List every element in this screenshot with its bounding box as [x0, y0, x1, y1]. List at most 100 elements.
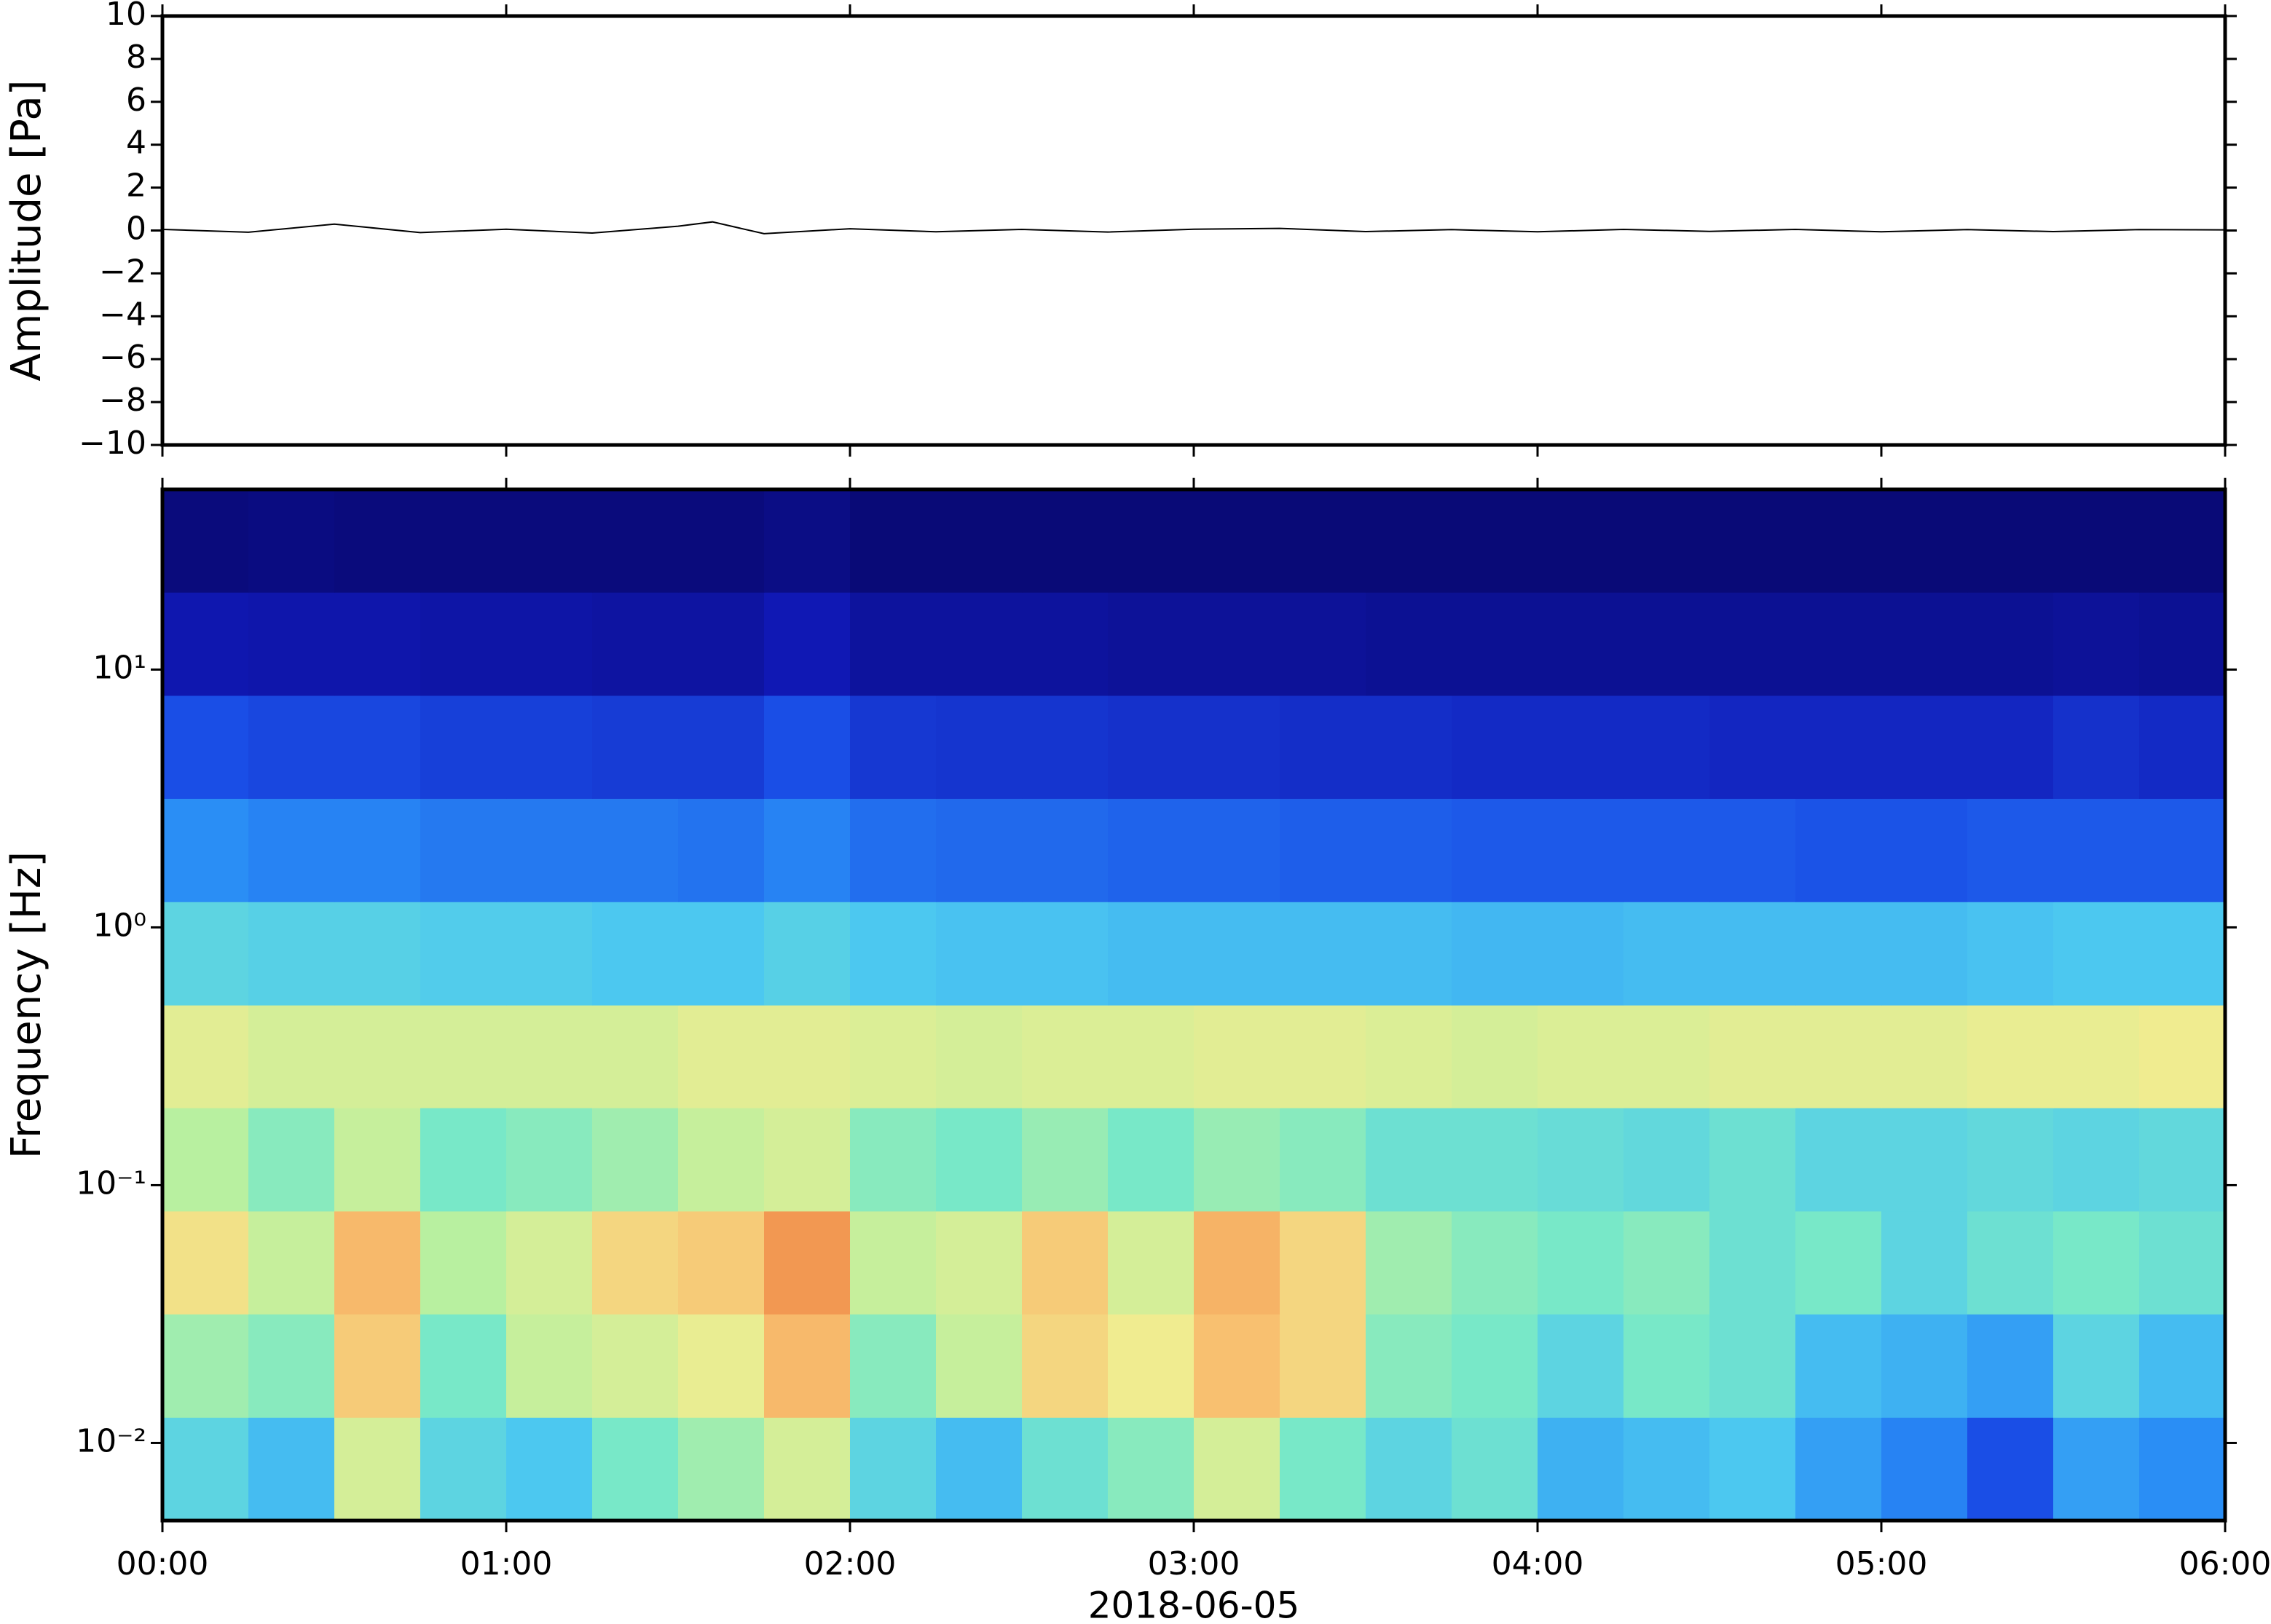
spectrogram-cell	[1366, 1417, 1452, 1521]
spectrogram-cell	[506, 902, 593, 1006]
spectrogram-cell	[2139, 1108, 2226, 1212]
spectrogram-cell	[162, 902, 249, 1006]
spectrogram-cell	[1881, 902, 1968, 1006]
spectrogram-cell	[506, 1108, 593, 1212]
spectrogram-cell	[1108, 695, 1194, 799]
spectrogram-cell	[850, 592, 937, 696]
y-tick-label: 10	[106, 0, 146, 33]
spectrogram-cell	[1452, 1005, 1538, 1108]
spectrogram-cell	[1623, 1005, 1710, 1108]
spectrogram-cell	[678, 489, 765, 593]
spectrogram-cell	[1108, 1314, 1194, 1418]
y-tick-label: 10¹	[93, 649, 146, 686]
spectrogram-cell	[162, 1005, 249, 1108]
spectrogram-cell	[678, 1005, 765, 1108]
spectrogram-cell	[1795, 592, 1882, 696]
spectrogram-cell	[2053, 489, 2140, 593]
spectrogram-cell	[1709, 1314, 1796, 1418]
spectrogram-cell	[936, 798, 1023, 902]
spectrogram-cell	[1194, 1417, 1280, 1521]
spectrogram-cell	[334, 798, 421, 902]
spectrogram-cell	[678, 592, 765, 696]
spectrogram-cell	[1881, 592, 1968, 696]
spectrogram-cell	[1967, 489, 2054, 593]
spectrogram-cell	[1795, 798, 1882, 902]
x-tick-label: 05:00	[1835, 1545, 1928, 1582]
spectrogram-cell	[592, 1314, 679, 1418]
spectrogram-cell	[1452, 1417, 1538, 1521]
spectrogram-cell	[592, 592, 679, 696]
spectrogram-cell	[592, 1005, 679, 1108]
spectrogram-cell	[420, 1210, 507, 1314]
spectrogram-cell	[1280, 1314, 1366, 1418]
y-tick-label: −8	[99, 382, 146, 419]
spectrogram-cell	[764, 1314, 851, 1418]
y-tick-label: 4	[126, 125, 146, 162]
spectrogram-cell	[1366, 798, 1452, 902]
spectrogram-cell	[2053, 1417, 2140, 1521]
spectrogram-cell	[764, 1005, 851, 1108]
spectrogram-cell	[1366, 1210, 1452, 1314]
spectrogram-cell	[248, 1005, 335, 1108]
spectrogram-cell	[334, 489, 421, 593]
spectrogram-cell	[1538, 1005, 1624, 1108]
spectrogram-cell	[1280, 695, 1366, 799]
spectrogram-cell	[1022, 1417, 1109, 1521]
x-axis-label: 2018-06-05	[1088, 1585, 1300, 1624]
spectrogram-cell	[1967, 695, 2054, 799]
spectrogram-cell	[1538, 798, 1624, 902]
spectrogram-cell	[1280, 592, 1366, 696]
spectrogram-cell	[936, 1108, 1023, 1212]
spectrogram-cell	[248, 1108, 335, 1212]
spectrogram-cell	[2139, 489, 2226, 593]
spectrogram-cell	[678, 695, 765, 799]
spectrogram-cell	[1194, 902, 1280, 1006]
spectrogram-cell	[248, 592, 335, 696]
x-tick-label: 04:00	[1492, 1545, 1584, 1582]
spectrogram-cell	[1022, 489, 1109, 593]
spectrogram-cell	[1108, 1108, 1194, 1212]
spectrogram-cell	[1108, 798, 1194, 902]
spectrogram-cell	[2053, 902, 2140, 1006]
spectrogram-cell	[334, 1417, 421, 1521]
spectrogram-cell	[764, 592, 851, 696]
spectrogram-cell	[1623, 902, 1710, 1006]
spectrogram-cell	[1623, 1210, 1710, 1314]
spectrogram-cell	[506, 695, 593, 799]
spectrogram-cell	[1194, 1108, 1280, 1212]
spectrogram-cell	[1709, 902, 1796, 1006]
spectrogram-cell	[1538, 695, 1624, 799]
x-tick-label: 02:00	[804, 1545, 897, 1582]
spectrogram-cell	[1709, 489, 1796, 593]
spectrogram-cell	[1022, 1005, 1109, 1108]
spectrogram-cell	[2139, 798, 2226, 902]
y-tick-label: 6	[126, 82, 146, 119]
spectrogram-cell	[1795, 1417, 1882, 1521]
spectrogram-cell	[1881, 1005, 1968, 1108]
spectrogram-cell	[850, 1210, 937, 1314]
spectrogram-cell	[1709, 1108, 1796, 1212]
spectrogram-cell	[1967, 798, 2054, 902]
spectrogram-cell	[2139, 695, 2226, 799]
y-tick-label: 8	[126, 39, 146, 76]
spectrogram-cell	[334, 1108, 421, 1212]
spectrogram-cell	[2053, 1210, 2140, 1314]
spectrogram-cell	[678, 902, 765, 1006]
spectrogram-cell	[334, 1210, 421, 1314]
spectrogram-cell	[1709, 1005, 1796, 1108]
spectrogram-cell	[1452, 592, 1538, 696]
spectrogram-cell	[420, 695, 507, 799]
spectrogram-cell	[1967, 1005, 2054, 1108]
spectrogram-cell	[1881, 1210, 1968, 1314]
spectrogram-cell	[1538, 592, 1624, 696]
spectrogram-cell	[2053, 695, 2140, 799]
spectrogram-cell	[1280, 798, 1366, 902]
y-tick-label: −10	[79, 425, 146, 462]
spectrogram-cell	[420, 1108, 507, 1212]
spectrogram-cell	[1452, 695, 1538, 799]
spectrogram-cell	[248, 1210, 335, 1314]
spectrogram-cell	[850, 695, 937, 799]
spectrogram-cell	[1280, 1005, 1366, 1108]
spectrogram-cell	[1967, 592, 2054, 696]
spectrogram-cell	[592, 798, 679, 902]
